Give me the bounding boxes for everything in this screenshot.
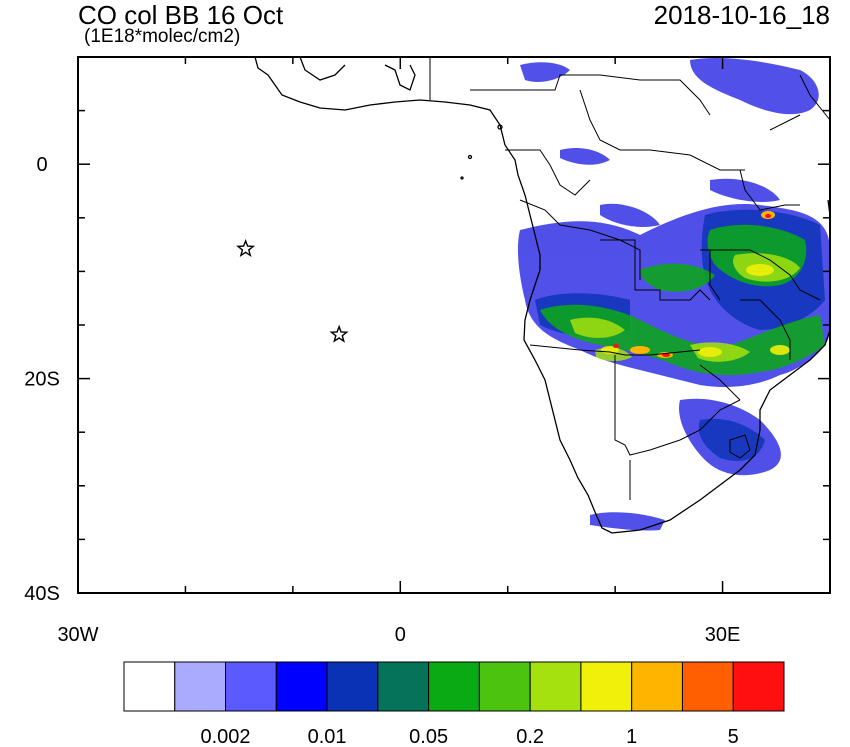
- colorbar-label: 0.002: [201, 726, 251, 747]
- x-tick-label: 30E: [705, 624, 741, 646]
- x-tick-label: 0: [395, 624, 406, 646]
- colorbar-box: [174, 661, 227, 712]
- axis-ticks: [77, 56, 831, 594]
- colorbar-box: [529, 661, 582, 712]
- colorbar-box: [732, 661, 785, 712]
- star-marker: [236, 238, 256, 258]
- star-marker: [329, 324, 349, 343]
- units-label: (1E18*molec/cm2): [84, 26, 241, 47]
- colorbar-box: [428, 661, 480, 712]
- co-plume-layer: [517, 58, 830, 531]
- map-title: CO col BB 16 Oct: [78, 0, 284, 30]
- country-borders: [429, 57, 830, 500]
- colorbar-box: [478, 661, 531, 712]
- colorbar-box: [326, 661, 379, 712]
- colorbar-label: 0.01: [308, 726, 347, 747]
- colorbar-label: 1: [626, 726, 637, 747]
- colorbar-box: [225, 661, 277, 712]
- colorbar-label: 5: [728, 726, 739, 747]
- colorbar-label: 0.05: [409, 726, 448, 747]
- datetime-label: 2018-10-16_18: [653, 0, 830, 30]
- colorbar-label: 0.2: [516, 726, 544, 747]
- x-tick-label: 30W: [57, 624, 98, 646]
- colorbar-box: [580, 661, 633, 712]
- y-tick-label: 0: [36, 154, 47, 176]
- marker-layer: [236, 238, 349, 343]
- axis-tick-labels: 30W 0 30E 0 20S 40S: [24, 154, 740, 646]
- y-tick-label: 20S: [24, 369, 60, 391]
- colorbar-box: [275, 661, 328, 712]
- colorbar-box: [681, 661, 734, 712]
- colorbar-box: [123, 661, 176, 712]
- colorbar-box: [377, 661, 430, 712]
- colorbar-box: [631, 661, 683, 712]
- plume-yellow-layer: [601, 264, 790, 357]
- colorbar: 0.002 0.01 0.05 0.2 1 5: [123, 661, 785, 747]
- y-tick-label: 40S: [24, 583, 60, 605]
